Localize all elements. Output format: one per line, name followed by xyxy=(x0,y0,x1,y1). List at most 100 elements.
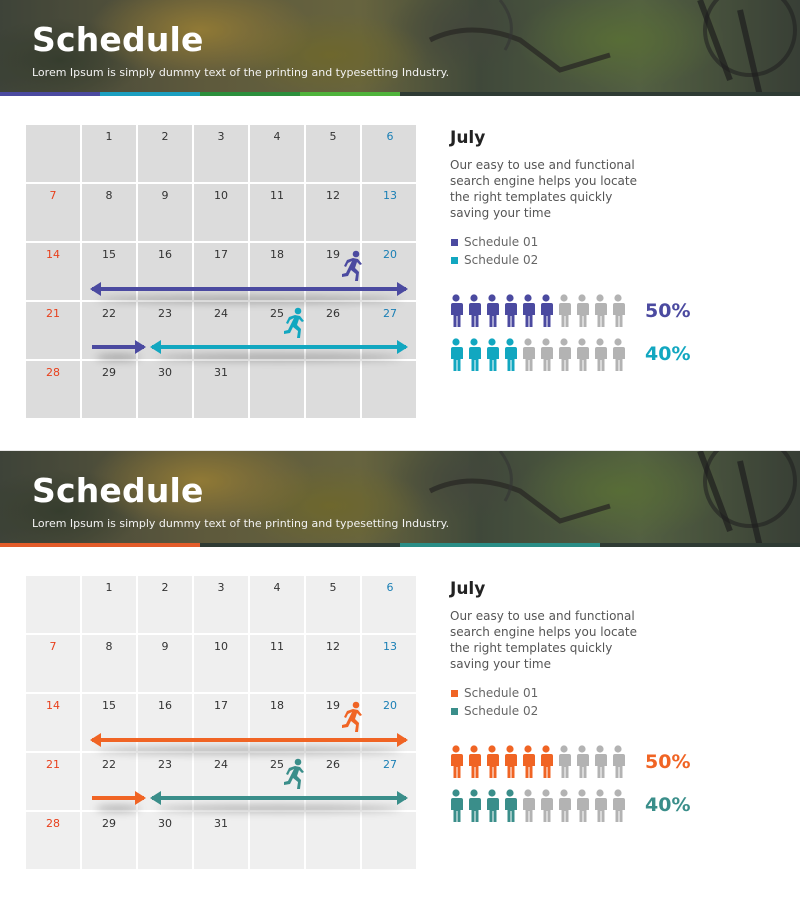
stripe-segment xyxy=(100,92,200,96)
calendar-day-cell: 3 xyxy=(194,576,250,635)
calendar-day-cell: 3 xyxy=(194,125,250,184)
color-stripe xyxy=(0,92,800,96)
bicycle-photo-decoration xyxy=(428,451,797,547)
calendar-day-cell: 29 xyxy=(82,812,138,871)
percent-schedule-01: 50% xyxy=(645,300,691,322)
calendar-day-cell: 5 xyxy=(306,576,362,635)
schedule-slide-2: Schedule Lorem Ipsum is simply dummy tex… xyxy=(0,450,800,900)
calendar-day-cell xyxy=(250,812,306,871)
person-icon-filled xyxy=(447,294,465,328)
month-description: Our easy to use and functional search en… xyxy=(450,609,638,671)
legend: Schedule 01 Schedule 02 xyxy=(450,234,538,270)
percent-schedule-01: 50% xyxy=(645,751,691,773)
schedule-start-arrow xyxy=(92,791,146,805)
person-icon-filled xyxy=(537,745,555,779)
calendar-day-cell: 11 xyxy=(250,635,306,694)
month-title: July xyxy=(450,579,486,599)
people-row-schedule-02 xyxy=(447,789,627,823)
calendar-day-cell: 24 xyxy=(194,753,250,812)
calendar-day-cell: 21 xyxy=(26,302,82,361)
person-icon-filled xyxy=(447,338,465,372)
stripe-segment xyxy=(600,543,700,547)
calendar-day-cell: 9 xyxy=(138,184,194,243)
legend-label: Schedule 02 xyxy=(464,704,539,718)
stripe-segment xyxy=(200,92,300,96)
calendar-day-cell: 9 xyxy=(138,635,194,694)
person-icon-filled xyxy=(501,338,519,372)
percent-schedule-02: 40% xyxy=(645,794,691,816)
person-icon-empty xyxy=(591,789,609,823)
schedule-span-arrow xyxy=(150,791,408,805)
legend-label: Schedule 01 xyxy=(464,686,539,700)
schedule-span-arrow xyxy=(150,340,408,354)
percent-schedule-02: 40% xyxy=(645,343,691,365)
legend-swatch xyxy=(451,239,458,246)
person-icon-empty xyxy=(573,294,591,328)
person-icon-empty xyxy=(591,338,609,372)
calendar-day-cell: 1 xyxy=(82,125,138,184)
runner-icon xyxy=(282,307,308,339)
person-icon-empty xyxy=(555,294,573,328)
stripe-segment xyxy=(700,92,800,96)
person-icon-empty xyxy=(519,338,537,372)
calendar-day-cell xyxy=(26,576,82,635)
person-icon-filled xyxy=(537,294,555,328)
calendar-day-cell: 28 xyxy=(26,812,82,871)
person-icon-filled xyxy=(465,338,483,372)
calendar-day-cell: 21 xyxy=(26,753,82,812)
person-icon-filled xyxy=(483,745,501,779)
legend: Schedule 01 Schedule 02 xyxy=(450,685,538,721)
stripe-segment xyxy=(600,92,700,96)
person-icon-empty xyxy=(519,789,537,823)
calendar-day-cell: 22 xyxy=(82,753,138,812)
calendar-day-cell: 12 xyxy=(306,635,362,694)
stripe-segment xyxy=(0,92,100,96)
month-description: Our easy to use and functional search en… xyxy=(450,158,638,220)
stripe-segment xyxy=(400,543,500,547)
stripe-segment xyxy=(300,543,400,547)
person-icon-empty xyxy=(573,789,591,823)
calendar-day-cell: 26 xyxy=(306,302,362,361)
person-icon-empty xyxy=(609,338,627,372)
calendar-day-cell: 12 xyxy=(306,184,362,243)
people-row-schedule-01 xyxy=(447,294,627,328)
calendar-day-cell: 20 xyxy=(362,694,418,753)
calendar-day-cell xyxy=(26,125,82,184)
person-icon-empty xyxy=(555,338,573,372)
schedule-span-arrow xyxy=(90,282,408,296)
legend-label: Schedule 01 xyxy=(464,235,539,249)
person-icon-filled xyxy=(519,745,537,779)
stripe-segment xyxy=(100,543,200,547)
runner-icon xyxy=(282,758,308,790)
stripe-segment xyxy=(400,92,500,96)
calendar-day-cell: 13 xyxy=(362,184,418,243)
person-icon-empty xyxy=(537,789,555,823)
calendar-day-cell xyxy=(362,361,418,420)
people-row-schedule-01 xyxy=(447,745,627,779)
calendar-day-cell: 30 xyxy=(138,812,194,871)
calendar-day-cell: 6 xyxy=(362,576,418,635)
calendar-day-cell: 31 xyxy=(194,812,250,871)
stripe-segment xyxy=(700,543,800,547)
calendar-day-cell: 27 xyxy=(362,302,418,361)
calendar-day-cell: 1 xyxy=(82,576,138,635)
schedule-span-arrow xyxy=(90,733,408,747)
calendar-day-cell: 23 xyxy=(138,302,194,361)
calendar-day-cell: 10 xyxy=(194,635,250,694)
person-icon-empty xyxy=(555,789,573,823)
calendar-day-cell: 24 xyxy=(194,302,250,361)
schedule-start-arrow xyxy=(92,340,146,354)
month-title: July xyxy=(450,128,486,148)
legend-label: Schedule 02 xyxy=(464,253,539,267)
person-icon-filled xyxy=(465,745,483,779)
calendar-day-cell: 29 xyxy=(82,361,138,420)
calendar-day-cell: 14 xyxy=(26,694,82,753)
calendar-day-cell: 7 xyxy=(26,635,82,694)
stripe-segment xyxy=(500,543,600,547)
people-row-schedule-02 xyxy=(447,338,627,372)
calendar-day-cell xyxy=(362,812,418,871)
person-icon-filled xyxy=(465,294,483,328)
person-icon-empty xyxy=(591,745,609,779)
person-icon-filled xyxy=(501,294,519,328)
calendar-day-cell: 30 xyxy=(138,361,194,420)
